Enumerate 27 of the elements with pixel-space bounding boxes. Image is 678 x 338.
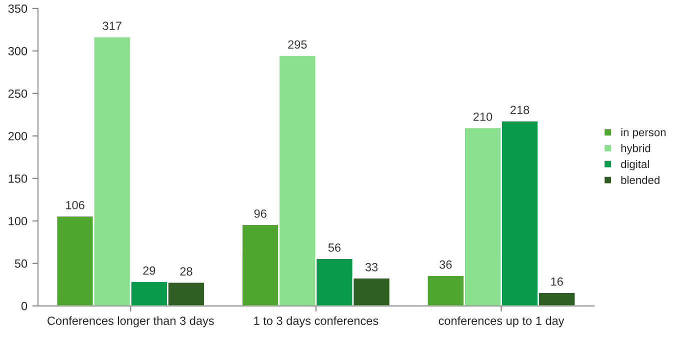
data-label: 28 xyxy=(180,267,192,276)
legend-label: blended xyxy=(621,176,660,184)
x-tick-label: 1 to 3 days conferences xyxy=(254,316,378,328)
y-tick-label: 200 xyxy=(8,132,28,140)
data-label: 210 xyxy=(473,112,492,121)
legend-label: digital xyxy=(621,160,649,170)
y-tick-label: 50 xyxy=(14,259,28,268)
legend-label: hybrid xyxy=(621,144,650,154)
y-tick-label: 300 xyxy=(8,46,28,56)
data-label: 96 xyxy=(254,209,266,218)
data-label: 36 xyxy=(440,260,452,269)
legend-label: in person xyxy=(621,128,666,138)
data-label: 29 xyxy=(143,266,156,275)
data-label: 16 xyxy=(551,277,563,286)
data-label: 295 xyxy=(288,40,307,49)
y-tick-label: 0 xyxy=(21,302,28,310)
data-label: 317 xyxy=(102,22,122,30)
y-tick-label: 150 xyxy=(8,174,28,183)
data-label: 33 xyxy=(365,262,378,272)
x-tick-label: conferences up to 1 day xyxy=(438,316,564,328)
data-label: 56 xyxy=(328,243,341,252)
data-label: 218 xyxy=(510,106,530,114)
y-tick-label: 100 xyxy=(8,216,28,226)
x-tick-label: Conferences longer than 3 days xyxy=(48,316,214,328)
y-tick-label: 250 xyxy=(8,89,28,98)
data-label: 106 xyxy=(66,200,84,210)
y-tick-label: 350 xyxy=(8,4,28,13)
